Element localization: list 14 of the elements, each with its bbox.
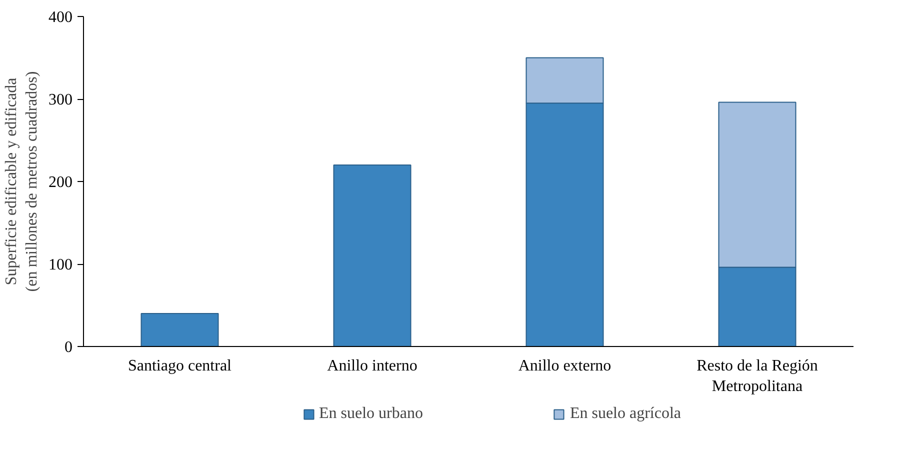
legend-label: En suelo agrícola: [570, 405, 682, 423]
x-tick-label: Anillo interno: [327, 358, 418, 374]
y-tick-label: 0: [64, 339, 72, 356]
bar: [140, 313, 219, 346]
bar: [333, 164, 412, 346]
y-axis-title: Superficie edificable y edificada (en millones de metros cuadrados): [3, 71, 40, 292]
x-tick-label: Santiago central: [128, 358, 232, 374]
legend-label: En suelo urbano: [318, 405, 423, 423]
x-tick-label: Resto de la Región Metropolitana: [696, 358, 818, 395]
y-tick-label: 200: [48, 174, 72, 191]
y-tick-label: 100: [48, 256, 72, 274]
x-tick-label: Anillo externo: [518, 358, 612, 374]
y-tick-label: 300: [48, 92, 72, 108]
y-tick-label: 400: [48, 9, 72, 26]
